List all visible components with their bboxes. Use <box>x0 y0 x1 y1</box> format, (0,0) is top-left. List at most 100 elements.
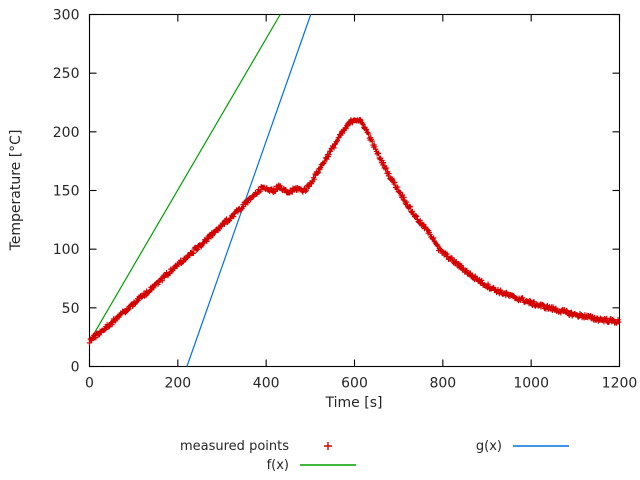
data-point <box>277 183 283 189</box>
data-point <box>221 221 228 227</box>
data-point <box>383 165 389 171</box>
data-point <box>244 199 250 205</box>
data-point <box>102 327 108 333</box>
data-point <box>409 208 416 214</box>
data-point <box>204 238 210 245</box>
x-tick-label: 0 <box>85 376 94 392</box>
data-point <box>126 306 132 312</box>
data-point <box>306 183 312 189</box>
data-point <box>209 233 216 239</box>
data-point <box>520 295 526 301</box>
series-f-line <box>88 14 281 342</box>
data-point <box>183 255 189 261</box>
data-point <box>195 246 201 253</box>
data-point <box>616 319 622 325</box>
data-point <box>232 210 238 216</box>
plot-frame <box>88 13 621 368</box>
x-axis-ticks <box>88 14 621 367</box>
data-point <box>382 166 389 172</box>
data-point <box>332 142 338 148</box>
data-point <box>159 278 165 284</box>
data-point <box>231 214 237 220</box>
series-measured-points <box>86 116 622 346</box>
data-point <box>479 277 485 284</box>
data-point <box>227 216 233 222</box>
data-point <box>404 199 410 205</box>
data-point <box>334 137 341 143</box>
data-point <box>303 187 310 193</box>
data-point <box>187 252 193 259</box>
data-point <box>464 267 470 274</box>
data-point <box>615 317 621 323</box>
data-point <box>315 170 321 176</box>
data-point <box>93 335 99 341</box>
data-point <box>472 273 478 279</box>
data-point <box>116 314 122 320</box>
y-tick-label: 100 <box>53 242 80 258</box>
y-tick-label: 50 <box>62 301 80 317</box>
data-point <box>309 179 315 185</box>
y-axis-title: Temperature [°C] <box>8 130 24 252</box>
data-point <box>421 221 427 228</box>
y-tick-label: 0 <box>71 360 80 376</box>
data-point <box>343 125 349 132</box>
data-point <box>339 130 346 136</box>
data-point <box>190 250 196 257</box>
data-point <box>392 179 398 186</box>
data-point <box>257 188 264 194</box>
legend-label-2: f(x) <box>267 458 289 473</box>
data-point <box>375 150 382 157</box>
x-axis-title: Time [s] <box>325 395 383 411</box>
data-point <box>431 235 437 241</box>
legend-swatch-1 <box>324 442 332 450</box>
data-point <box>363 126 369 132</box>
y-tick-label: 250 <box>53 66 80 82</box>
y-tick-label: 200 <box>53 125 80 141</box>
data-point <box>386 170 392 177</box>
g-line <box>186 14 312 367</box>
data-point <box>372 144 378 150</box>
data-point <box>346 121 353 127</box>
data-point <box>401 194 407 200</box>
data-point <box>498 287 504 293</box>
y-axis-ticks <box>89 13 620 368</box>
y-tick-label: 150 <box>53 184 80 200</box>
x-axis-tick-labels: 0 200 400 600 800 1000 1200 <box>85 376 637 392</box>
legend-label-1: measured points <box>180 439 289 454</box>
data-point <box>363 127 370 133</box>
data-point <box>245 200 251 206</box>
data-point <box>155 281 161 288</box>
chart-legend: measured points f(x) g(x) <box>180 439 569 473</box>
data-point <box>180 259 186 265</box>
data-point <box>315 169 322 175</box>
data-point <box>417 217 423 224</box>
data-point <box>219 223 225 229</box>
legend-label-3: g(x) <box>476 439 502 454</box>
data-point <box>311 176 317 182</box>
data-point <box>531 299 537 305</box>
x-tick-label: 400 <box>253 376 280 392</box>
data-point <box>96 332 102 338</box>
data-point <box>331 145 337 151</box>
data-point <box>366 131 372 137</box>
series-g-line <box>186 14 312 367</box>
data-point <box>414 214 420 220</box>
x-tick-label: 600 <box>341 376 368 392</box>
data-point <box>413 212 419 219</box>
data-point <box>395 184 401 190</box>
y-axis-tick-labels: 0 50 100 150 200 250 300 <box>53 8 80 376</box>
x-tick-label: 800 <box>429 376 456 392</box>
data-point <box>380 160 387 166</box>
data-point <box>109 322 115 328</box>
data-point <box>326 152 332 158</box>
data-point <box>444 251 450 257</box>
data-point <box>317 165 324 171</box>
data-point <box>86 340 93 346</box>
data-point <box>407 204 413 210</box>
data-point <box>360 121 366 128</box>
data-point <box>357 116 363 123</box>
x-tick-label: 1200 <box>602 376 638 392</box>
x-tick-label: 200 <box>164 376 191 392</box>
